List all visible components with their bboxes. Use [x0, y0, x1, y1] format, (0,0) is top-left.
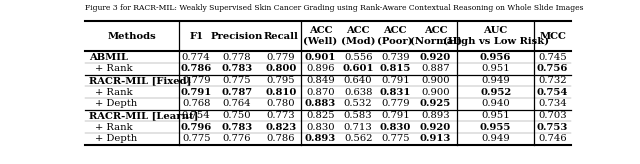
Text: 0.773: 0.773 [266, 111, 295, 120]
Text: 0.774: 0.774 [182, 53, 211, 62]
Text: 0.949: 0.949 [481, 76, 510, 85]
Text: + Rank: + Rank [95, 64, 132, 73]
Text: 0.778: 0.778 [223, 53, 252, 62]
Text: 0.739: 0.739 [381, 53, 410, 62]
Text: 0.830: 0.830 [306, 123, 335, 132]
Text: ACC
(Well): ACC (Well) [303, 26, 337, 46]
Text: Methods: Methods [108, 32, 156, 41]
Text: + Depth: + Depth [95, 134, 137, 143]
Text: 0.823: 0.823 [265, 123, 296, 132]
Text: 0.783: 0.783 [221, 64, 253, 73]
Text: ACC
(Poor): ACC (Poor) [378, 26, 413, 46]
Text: 0.775: 0.775 [381, 134, 410, 143]
Text: RACR-MIL [Learnt]: RACR-MIL [Learnt] [89, 111, 198, 120]
Text: 0.713: 0.713 [344, 123, 372, 132]
Text: 0.776: 0.776 [223, 134, 252, 143]
Text: 0.920: 0.920 [420, 53, 451, 62]
Text: 0.900: 0.900 [421, 76, 450, 85]
Text: Recall: Recall [263, 32, 298, 41]
Text: Figure 3 for RACR-MIL: Weakly Supervised Skin Cancer Grading using Rank-Aware Co: Figure 3 for RACR-MIL: Weakly Supervised… [85, 4, 584, 12]
Text: 0.791: 0.791 [180, 88, 212, 97]
Text: 0.940: 0.940 [481, 99, 510, 108]
Text: 0.920: 0.920 [420, 123, 451, 132]
Text: 0.893: 0.893 [305, 134, 336, 143]
Text: 0.815: 0.815 [380, 64, 411, 73]
Text: 0.756: 0.756 [537, 64, 568, 73]
Text: 0.955: 0.955 [480, 123, 511, 132]
Text: 0.956: 0.956 [480, 53, 511, 62]
Text: 0.796: 0.796 [180, 123, 212, 132]
Text: 0.791: 0.791 [381, 76, 410, 85]
Text: 0.795: 0.795 [266, 76, 295, 85]
Text: 0.779: 0.779 [266, 53, 295, 62]
Text: 0.896: 0.896 [306, 64, 335, 73]
Text: 0.900: 0.900 [421, 88, 450, 97]
Text: Precision: Precision [211, 32, 263, 41]
Text: 0.831: 0.831 [380, 88, 411, 97]
Text: 0.562: 0.562 [344, 134, 372, 143]
Text: 0.779: 0.779 [182, 76, 211, 85]
Text: ABMIL: ABMIL [89, 53, 128, 62]
Text: 0.825: 0.825 [306, 111, 335, 120]
Text: 0.783: 0.783 [221, 123, 253, 132]
Text: RACR-MIL [Fixed]: RACR-MIL [Fixed] [89, 76, 191, 85]
Text: 0.913: 0.913 [420, 134, 451, 143]
Text: + Depth: + Depth [95, 99, 137, 108]
Text: ACC
(Mod): ACC (Mod) [341, 26, 376, 46]
Text: + Rank: + Rank [95, 88, 132, 97]
Text: 0.925: 0.925 [420, 99, 451, 108]
Text: AUC
(High vs Low Risk): AUC (High vs Low Risk) [443, 26, 548, 46]
Text: 0.949: 0.949 [481, 134, 510, 143]
Text: 0.786: 0.786 [266, 134, 295, 143]
Text: 0.754: 0.754 [537, 88, 568, 97]
Text: 0.893: 0.893 [421, 111, 450, 120]
Text: 0.786: 0.786 [180, 64, 212, 73]
Text: 0.638: 0.638 [344, 88, 372, 97]
Text: 0.601: 0.601 [342, 64, 374, 73]
Text: 0.883: 0.883 [305, 99, 336, 108]
Text: MCC: MCC [539, 32, 566, 41]
Text: 0.750: 0.750 [223, 111, 252, 120]
Text: 0.791: 0.791 [381, 111, 410, 120]
Text: 0.768: 0.768 [182, 99, 211, 108]
Text: 0.745: 0.745 [538, 53, 567, 62]
Text: 0.734: 0.734 [538, 99, 567, 108]
Text: 0.787: 0.787 [221, 88, 253, 97]
Text: ACC
(Normal): ACC (Normal) [410, 26, 461, 46]
Text: 0.870: 0.870 [306, 88, 335, 97]
Text: 0.746: 0.746 [538, 134, 567, 143]
Text: 0.951: 0.951 [481, 111, 510, 120]
Text: 0.780: 0.780 [266, 99, 295, 108]
Text: 0.732: 0.732 [538, 76, 567, 85]
Text: 0.640: 0.640 [344, 76, 372, 85]
Text: 0.583: 0.583 [344, 111, 372, 120]
Text: 0.703: 0.703 [538, 111, 567, 120]
Text: 0.810: 0.810 [265, 88, 296, 97]
Text: 0.775: 0.775 [223, 76, 252, 85]
Text: 0.951: 0.951 [481, 64, 510, 73]
Text: 0.901: 0.901 [305, 53, 336, 62]
Text: 0.775: 0.775 [182, 134, 211, 143]
Text: 0.753: 0.753 [537, 123, 568, 132]
Text: 0.800: 0.800 [265, 64, 296, 73]
Text: 0.556: 0.556 [344, 53, 372, 62]
Text: 0.830: 0.830 [380, 123, 411, 132]
Text: 0.887: 0.887 [421, 64, 450, 73]
Text: 0.754: 0.754 [182, 111, 211, 120]
Text: + Rank: + Rank [95, 123, 132, 132]
Text: 0.952: 0.952 [480, 88, 511, 97]
Text: F1: F1 [189, 32, 204, 41]
Text: 0.764: 0.764 [223, 99, 252, 108]
Text: 0.849: 0.849 [306, 76, 335, 85]
Text: 0.779: 0.779 [381, 99, 410, 108]
Text: 0.532: 0.532 [344, 99, 372, 108]
